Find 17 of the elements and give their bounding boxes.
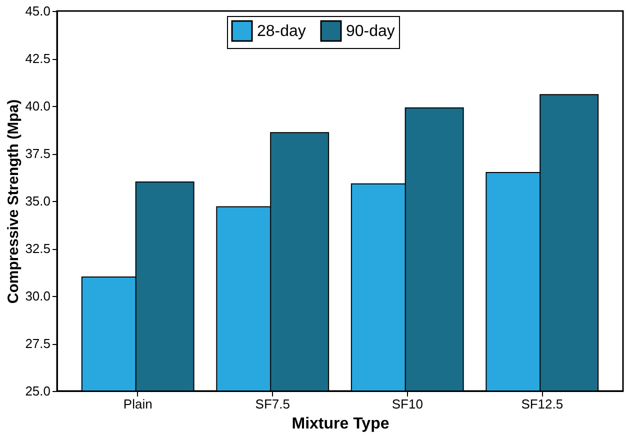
y-tick-label: 40.0 xyxy=(25,98,50,114)
x-tick-label: Plain xyxy=(123,396,152,412)
y-tick-label: 27.5 xyxy=(25,336,50,351)
y-tick-label: 42.5 xyxy=(25,51,50,66)
x-tick-label: SF10 xyxy=(392,396,423,412)
y-tick-label: 35.0 xyxy=(25,194,50,208)
y-tick-label: 32.5 xyxy=(25,241,50,256)
y-axis-title: Compressive Strength (Mpa) xyxy=(5,99,22,304)
y-tick-label: 25.0 xyxy=(25,384,50,398)
legend-label: 28-day xyxy=(257,23,306,40)
y-tick-label: 45.0 xyxy=(25,4,50,18)
x-axis-title: Mixture Type xyxy=(292,416,390,432)
y-tick-label: 30.0 xyxy=(25,288,50,304)
y-tick-label: 37.5 xyxy=(25,146,50,161)
x-tick-label: SF7.5 xyxy=(255,396,290,412)
legend-label: 90-day xyxy=(346,23,395,40)
x-tick-label: SF12.5 xyxy=(521,396,564,412)
